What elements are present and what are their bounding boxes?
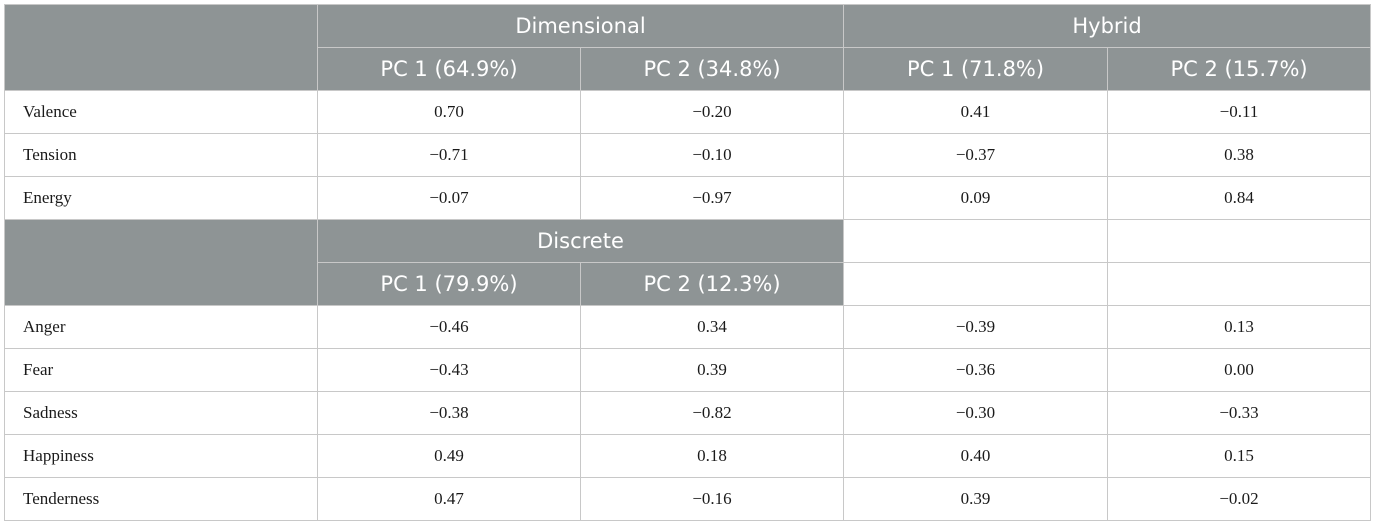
- cell-value: 0.18: [579, 434, 845, 478]
- cell-value: 0.13: [1107, 305, 1372, 349]
- column-header: PC 1 (64.9%): [317, 47, 581, 91]
- column-header-row: PC 1 (64.9%) PC 2 (34.8%) PC 1 (71.8%) P…: [5, 47, 1372, 91]
- column-header: PC 2 (15.7%): [1107, 47, 1372, 91]
- cell-value: −0.43: [317, 348, 581, 392]
- table-row: Tenderness 0.47 −0.16 0.39 −0.02: [4, 477, 1372, 521]
- group-header-discrete: Discrete: [316, 219, 845, 263]
- group-header-dimensional: Dimensional: [316, 4, 845, 48]
- column-header: PC 1 (79.9%): [317, 262, 581, 306]
- cell-value: −0.07: [317, 176, 581, 220]
- cell-value: −0.33: [1107, 391, 1372, 435]
- cell-value: −0.36: [843, 348, 1109, 392]
- cell-value: −0.97: [579, 176, 845, 220]
- cell-value: −0.02: [1107, 477, 1372, 521]
- row-label: Sadness: [4, 391, 318, 435]
- cell-value: 0.15: [1107, 434, 1372, 478]
- group-header-row: Discrete: [4, 219, 1372, 306]
- column-header-row: PC 1 (79.9%) PC 2 (12.3%): [5, 262, 1372, 306]
- table-row: Energy −0.07 −0.97 0.09 0.84: [4, 176, 1372, 220]
- cell-value: −0.46: [317, 305, 581, 349]
- cell-value: −0.30: [843, 391, 1109, 435]
- column-header: PC 2 (34.8%): [579, 47, 845, 91]
- cell-value: 0.34: [579, 305, 845, 349]
- cell-value: −0.16: [579, 477, 845, 521]
- table-row: Fear −0.43 0.39 −0.36 0.00: [4, 348, 1372, 392]
- empty-cell: [843, 262, 1109, 306]
- cell-value: 0.40: [843, 434, 1109, 478]
- table-row: Tension −0.71 −0.10 −0.37 0.38: [4, 133, 1372, 177]
- row-label: Valence: [4, 90, 318, 134]
- row-label: Energy: [4, 176, 318, 220]
- group-header-row: Dimensional Hybrid: [4, 4, 1372, 91]
- cell-value: 0.39: [579, 348, 845, 392]
- cell-value: 0.09: [843, 176, 1109, 220]
- cell-value: 0.00: [1107, 348, 1372, 392]
- table-row: Anger −0.46 0.34 −0.39 0.13: [4, 305, 1372, 349]
- cell-value: −0.10: [579, 133, 845, 177]
- cell-value: 0.49: [317, 434, 581, 478]
- cell-value: 0.70: [317, 90, 581, 134]
- cell-value: 0.41: [843, 90, 1109, 134]
- group-header-hybrid: Hybrid: [843, 4, 1372, 48]
- row-label: Happiness: [4, 434, 318, 478]
- table-row: Valence 0.70 −0.20 0.41 −0.11: [4, 90, 1372, 134]
- cell-value: −0.39: [843, 305, 1109, 349]
- cell-value: −0.20: [579, 90, 845, 134]
- cell-value: 0.84: [1107, 176, 1372, 220]
- empty-cell: [1107, 262, 1372, 306]
- cell-value: −0.82: [579, 391, 845, 435]
- cell-value: 0.38: [1107, 133, 1372, 177]
- cell-value: −0.11: [1107, 90, 1372, 134]
- table-row: Sadness −0.38 −0.82 −0.30 −0.33: [4, 391, 1372, 435]
- pca-loadings-table: Dimensional Hybrid PC 1 (64.9%) PC 2 (34…: [4, 4, 1372, 521]
- cell-value: −0.71: [317, 133, 581, 177]
- corner-header-cell: [4, 4, 318, 91]
- row-label: Anger: [4, 305, 318, 349]
- column-header: PC 2 (12.3%): [579, 262, 845, 306]
- empty-cell: [1107, 219, 1372, 263]
- column-header: PC 1 (71.8%): [843, 47, 1109, 91]
- cell-value: 0.47: [317, 477, 581, 521]
- row-label: Fear: [4, 348, 318, 392]
- row-label: Tension: [4, 133, 318, 177]
- cell-value: −0.37: [843, 133, 1109, 177]
- empty-cell: [843, 219, 1109, 263]
- table-row: Happiness 0.49 0.18 0.40 0.15: [4, 434, 1372, 478]
- cell-value: −0.38: [317, 391, 581, 435]
- cell-value: 0.39: [843, 477, 1109, 521]
- row-label: Tenderness: [4, 477, 318, 521]
- corner-header-cell: [4, 219, 318, 306]
